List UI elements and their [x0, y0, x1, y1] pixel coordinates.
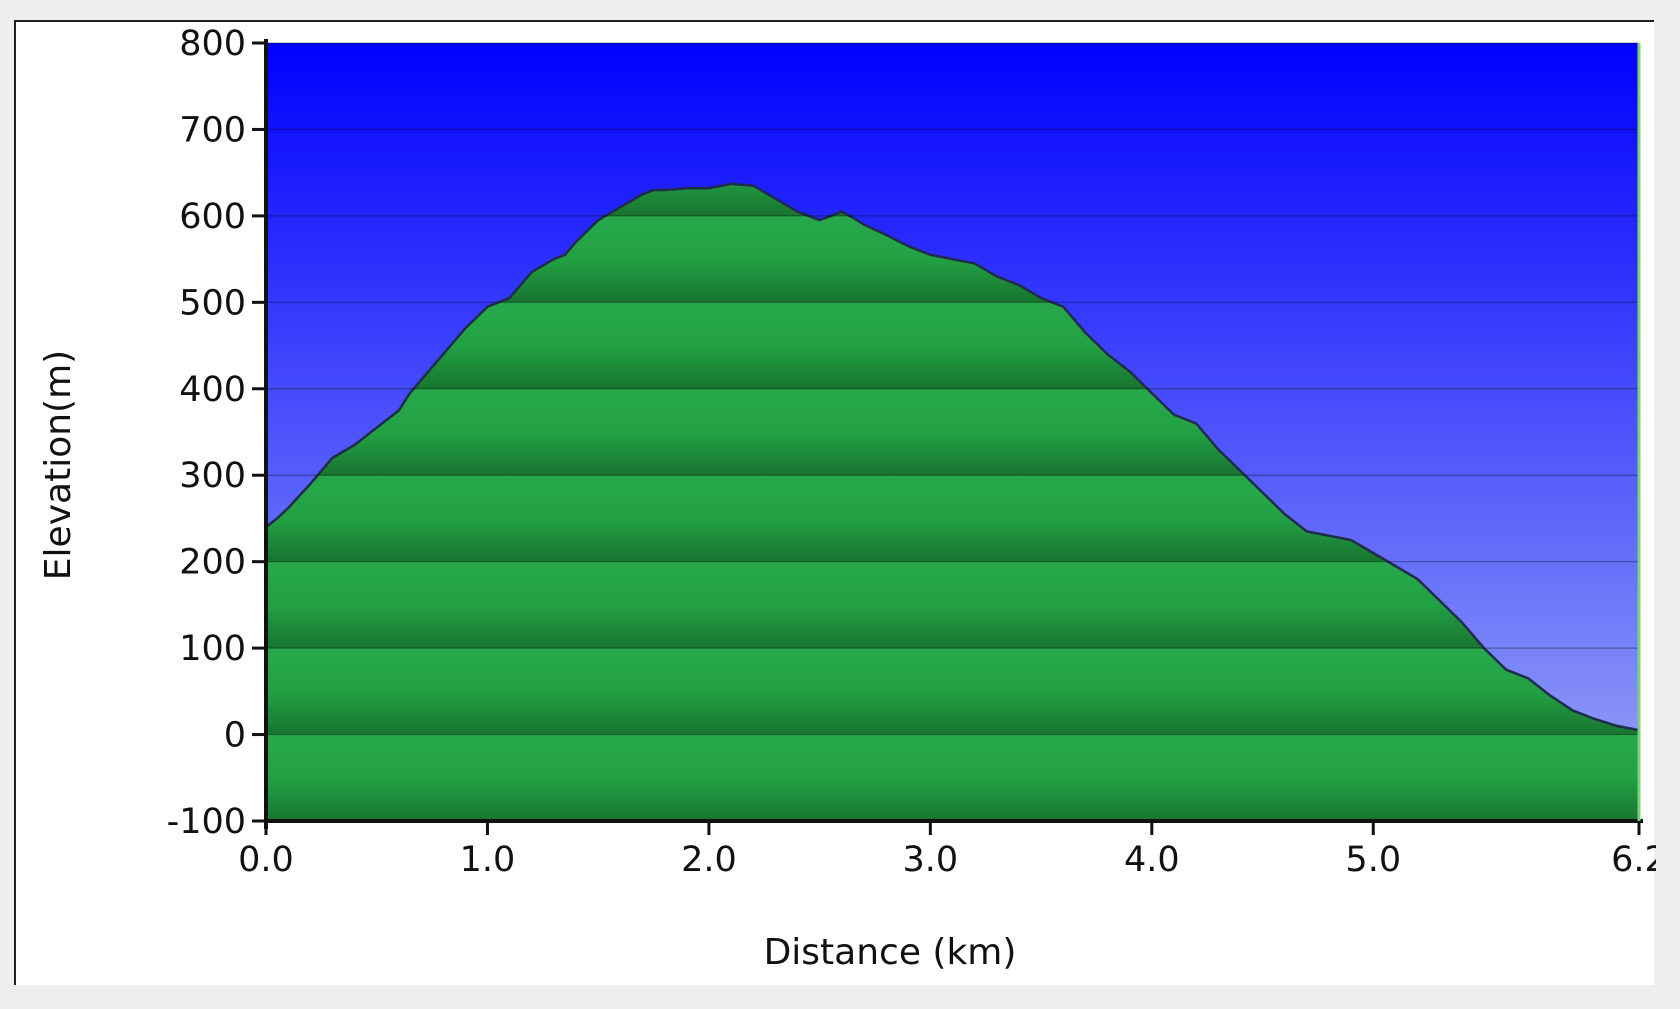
elevation-chart: -100 0 100 200 300 400 500 600 700 800 0.0 1.0 2.0 3.… [38, 24, 1656, 973]
y-tick-label: 200 [179, 543, 246, 583]
y-axis-title: Elevation(m) [38, 350, 79, 580]
axes [264, 39, 1643, 829]
x-tick-label: 0.0 [238, 840, 294, 880]
y-tick-label: -100 [167, 802, 246, 842]
x-tick-label: 3.0 [903, 840, 959, 880]
y-tick-label: 300 [179, 456, 246, 496]
y-tick-label: 400 [179, 370, 246, 410]
y-tick-label: 700 [179, 110, 246, 150]
chart-frame: -100 0 100 200 300 400 500 600 700 800 0.0 1.0 2.0 3.… [14, 20, 1656, 985]
x-tick-label: 1.0 [460, 840, 516, 880]
grid-lines [266, 42, 1639, 736]
y-tick-label: 500 [179, 283, 246, 323]
elevation-line [266, 182, 1639, 821]
x-tick-label: 5.0 [1345, 840, 1401, 880]
y-tick-label: 0 [224, 716, 246, 756]
x-tick-label: 4.0 [1124, 840, 1180, 880]
x-tick-label: 6.2 [1611, 840, 1656, 880]
y-tick-label: 100 [179, 629, 246, 669]
ticks: -100 0 100 200 300 400 500 600 700 800 0.0 1.0 2.0 3.… [167, 24, 1656, 880]
x-axis-title: Distance (km) [764, 932, 1017, 973]
y-tick-label: 800 [179, 24, 246, 64]
y-tick-label: 600 [179, 197, 246, 237]
x-tick-label: 2.0 [681, 840, 737, 880]
